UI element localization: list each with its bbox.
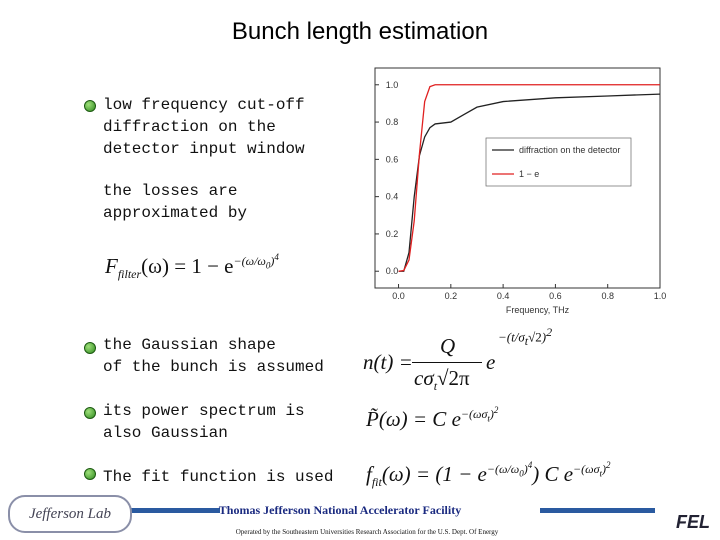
f-part: ) — [541, 329, 547, 345]
f-part: t — [511, 329, 515, 345]
formula-n: Q — [440, 334, 455, 359]
f-part: 0 — [265, 260, 271, 271]
formula-fit: ffit(ω) = (1 − e−(ω/ω0)4) C e−(ωσt)2 — [366, 460, 611, 490]
note: the losses are approximated by — [103, 182, 248, 222]
f-part: e — [486, 350, 496, 374]
f-part: ) — [602, 462, 607, 476]
f-part: √2π — [437, 366, 470, 390]
bullet: its power spectrum is also Gaussian — [103, 402, 305, 442]
footer-bar — [540, 508, 655, 513]
f-part: 2 — [493, 405, 499, 415]
formula-n: e — [486, 350, 495, 375]
bullet-dot — [84, 100, 96, 112]
bullet: the Gaussian shape of the bunch is assum… — [103, 336, 324, 376]
f-part: −(ω/ω — [486, 462, 520, 476]
x-tick-label: 0.4 — [497, 291, 510, 301]
f-part: −(ω/ω — [233, 254, 266, 268]
f-part: −( — [498, 329, 512, 345]
f-part: ) C e — [532, 462, 574, 486]
bullet-dot — [84, 342, 96, 354]
f-part: F — [105, 254, 118, 278]
f-part: t — [433, 379, 438, 394]
plot-frame — [374, 67, 661, 289]
f-part: σ — [518, 329, 525, 345]
f-part: fit — [371, 475, 382, 490]
f-part: filter — [117, 267, 142, 282]
title: Bunch length estimation — [231, 18, 489, 45]
formula-n: cσt√2π — [414, 366, 470, 394]
f-part: −(ωσ — [573, 462, 600, 476]
logo-left: Jefferson Lab — [8, 495, 132, 533]
x-tick-label: 0.6 — [549, 291, 562, 301]
legend-box — [485, 137, 632, 187]
f-part: Q — [440, 334, 456, 358]
x-tick-label: 0.0 — [392, 291, 405, 301]
legend-label: diffraction on the detector — [519, 145, 620, 155]
formula-p: P̃(ω) = C e−(ωσt)2 — [366, 405, 498, 432]
f-part: √2 — [528, 329, 542, 345]
fraction-bar — [412, 362, 482, 363]
bullet: The fit function is used — [103, 468, 334, 486]
f-part: t — [599, 468, 603, 479]
footer-org: Thomas Jefferson National Accelerator Fa… — [218, 503, 462, 517]
f-part: P̃(ω) = C e — [366, 407, 461, 431]
f-part: n(t) = — [363, 350, 413, 374]
logo-right: FEL — [676, 512, 710, 532]
f-part: (ω) = (1 − e — [381, 462, 487, 486]
f-part: 2 — [546, 325, 553, 339]
f-part: t — [524, 333, 529, 348]
series-line — [398, 93, 661, 272]
x-tick-label: 0.2 — [445, 291, 458, 301]
f-part: t — [487, 413, 490, 424]
formula-filter: Ffilter(ω) = 1 − e−(ω/ω0)4 — [105, 252, 279, 282]
footer-operated: Operated by the Southeastern Universitie… — [235, 528, 499, 536]
f-part: f — [366, 462, 372, 486]
f-part: (ω) = 1 − e — [141, 254, 234, 278]
f-part: 4 — [274, 252, 279, 262]
y-tick-label: 0.8 — [386, 117, 399, 127]
x-tick-label: 1.0 — [654, 291, 667, 301]
y-tick-label: 0.2 — [386, 229, 399, 239]
x-tick-label: 0.8 — [601, 291, 614, 301]
bullet-dot — [84, 468, 96, 480]
formula-n: n(t) = — [363, 350, 413, 375]
f-part: 2 — [606, 460, 611, 470]
x-axis-label: Frequency, THz — [506, 305, 570, 315]
footer-bar — [130, 508, 220, 513]
f-part: 0 — [519, 468, 524, 479]
f-part: cσ — [414, 366, 434, 390]
y-tick-label: 1.0 — [386, 80, 399, 90]
y-tick-label: 0.6 — [386, 154, 399, 164]
y-tick-label: 0.4 — [386, 192, 399, 202]
f-part: −(ωσ — [460, 407, 488, 421]
formula-n: −(t/σt√2)2 — [498, 325, 553, 348]
f-part: 4 — [527, 460, 533, 470]
f-part: ) — [523, 462, 528, 476]
y-tick-label: 0.0 — [386, 266, 399, 276]
bullet-dot — [84, 407, 96, 419]
series-line — [398, 84, 660, 272]
f-part: ) — [270, 254, 275, 268]
legend-label: 1 − e — [519, 169, 539, 179]
f-part: ) — [489, 407, 494, 421]
bullet: low frequency cut-off diffraction on the… — [103, 96, 305, 158]
